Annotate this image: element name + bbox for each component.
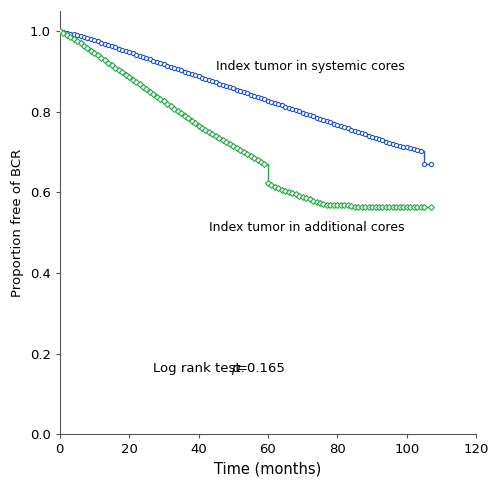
X-axis label: Time (months): Time (months) — [214, 462, 322, 477]
Text: p: p — [232, 362, 240, 375]
Y-axis label: Proportion free of BCR: Proportion free of BCR — [11, 148, 24, 297]
Text: Index tumor in systemic cores: Index tumor in systemic cores — [216, 60, 404, 73]
Text: =0.165: =0.165 — [236, 362, 286, 375]
Text: Log rank test:: Log rank test: — [154, 362, 250, 375]
Text: Index tumor in additional cores: Index tumor in additional cores — [209, 221, 404, 234]
